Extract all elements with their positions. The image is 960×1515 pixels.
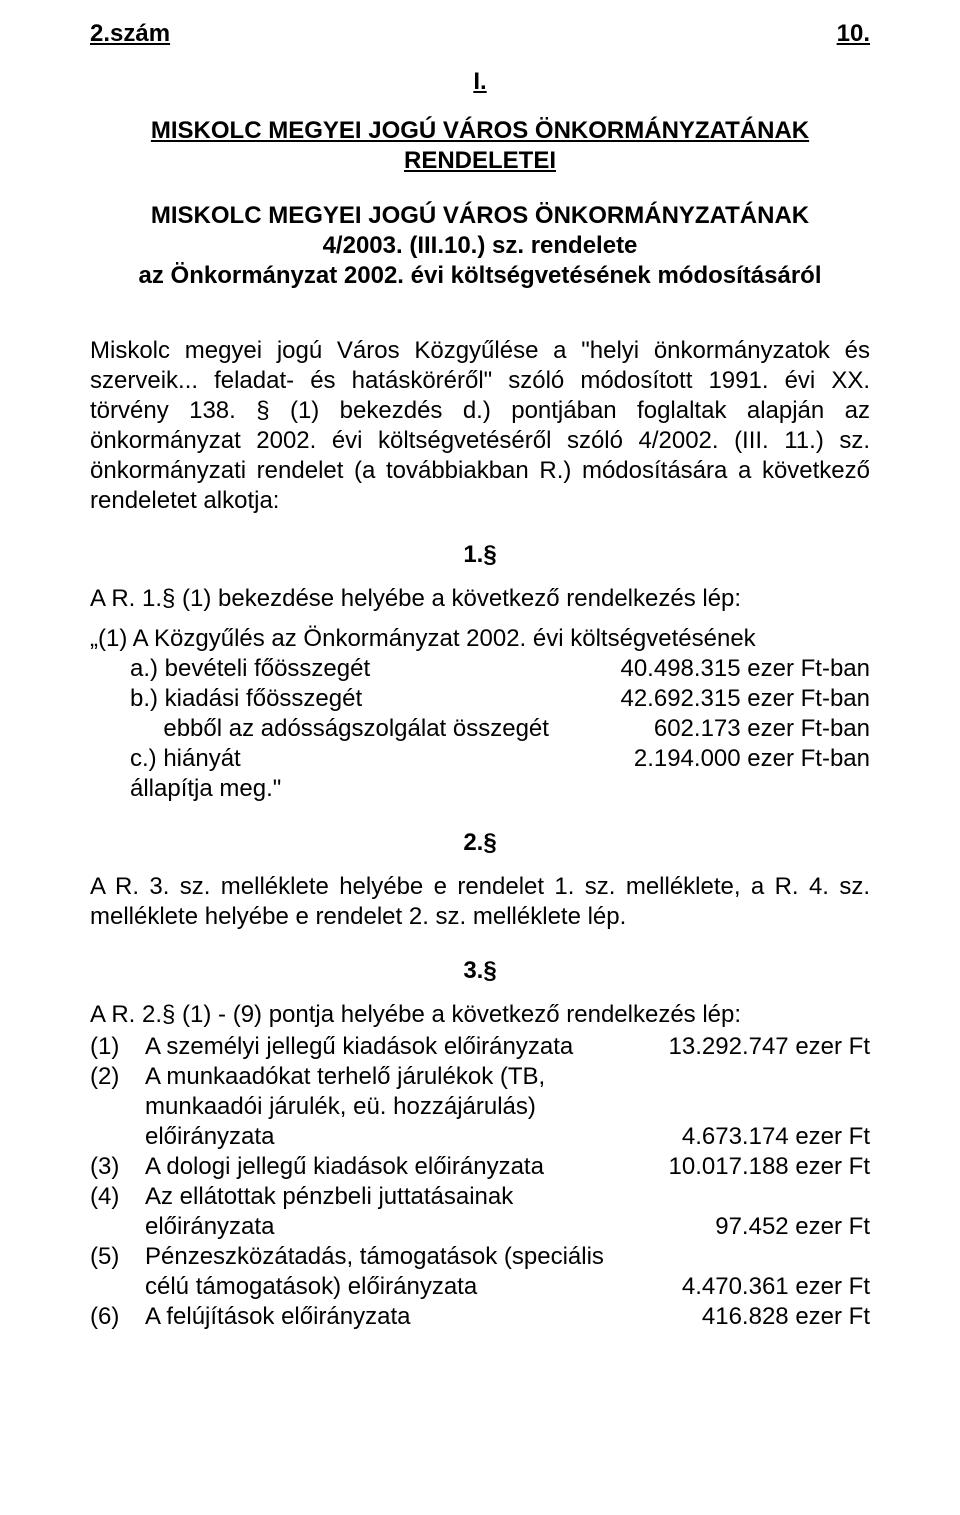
appropriation-value: 416.828 ezer Ft bbox=[702, 1302, 870, 1332]
section-2-text: A R. 3. sz. melléklete helyébe e rendele… bbox=[90, 872, 870, 932]
appropriation-label-cont: előirányzata bbox=[145, 1212, 284, 1242]
section-3-intro: A R. 2.§ (1) - (9) pontja helyébe a köve… bbox=[90, 1000, 870, 1030]
subtitle: MISKOLC MEGYEI JOGÚ VÁROS ÖNKORMÁNYZATÁN… bbox=[90, 201, 870, 291]
appropriation-label-cont: munkaadói járulék, eü. hozzájárulás) bbox=[145, 1092, 870, 1122]
section-roman-number: I. bbox=[90, 68, 870, 96]
header-issue-number: 2.szám bbox=[90, 20, 170, 48]
subtitle-line3: az Önkormányzat 2002. évi költségvetésén… bbox=[90, 261, 870, 291]
appropriation-value: 13.292.747 ezer Ft bbox=[669, 1032, 870, 1062]
appropriation-row: (4) Az ellátottak pénzbeli juttatásainak… bbox=[90, 1182, 870, 1242]
budget-label: c.) hiányát bbox=[130, 744, 241, 774]
budget-label: ebből az adósságszolgálat összegét bbox=[130, 714, 549, 744]
document-page: 2.szám 10. I. MISKOLC MEGYEI JOGÚ VÁROS … bbox=[0, 0, 960, 1515]
budget-label: a.) bevételi főösszegét bbox=[130, 654, 370, 684]
budget-label: b.) kiadási főösszegét bbox=[130, 684, 362, 714]
appropriation-label: Pénzeszközátadás, támogatások (speciális bbox=[145, 1242, 870, 1272]
appropriation-value: 97.452 ezer Ft bbox=[715, 1212, 870, 1242]
appropriation-num: (5) bbox=[90, 1242, 145, 1302]
appropriation-num: (6) bbox=[90, 1302, 145, 1332]
main-title: MISKOLC MEGYEI JOGÚ VÁROS ÖNKORMÁNYZATÁN… bbox=[90, 116, 870, 176]
appropriation-num: (3) bbox=[90, 1152, 145, 1182]
main-title-line2: RENDELETEI bbox=[90, 146, 870, 176]
budget-value: 602.173 ezer Ft-ban bbox=[654, 714, 870, 744]
appropriation-row: (6) A felújítások előirányzata 416.828 e… bbox=[90, 1302, 870, 1332]
main-title-line1: MISKOLC MEGYEI JOGÚ VÁROS ÖNKORMÁNYZATÁN… bbox=[90, 116, 870, 146]
section-1-lead: „(1) A Közgyűlés az Önkormányzat 2002. é… bbox=[90, 624, 870, 654]
appropriation-label: A felújítások előirányzata bbox=[145, 1302, 421, 1332]
section-1-lead-text: „(1) A Közgyűlés az Önkormányzat 2002. é… bbox=[90, 624, 756, 654]
budget-row: c.) hiányát 2.194.000 ezer Ft-ban bbox=[90, 744, 870, 774]
appropriation-label: A munkaadókat terhelő járulékok (TB, bbox=[145, 1062, 870, 1092]
appropriation-label: A személyi jellegű kiadások előirányzata bbox=[145, 1032, 583, 1062]
appropriation-num: (2) bbox=[90, 1062, 145, 1152]
subtitle-line2: 4/2003. (III.10.) sz. rendelete bbox=[90, 231, 870, 261]
appropriation-label-cont2: előirányzata bbox=[145, 1122, 284, 1152]
budget-row: a.) bevételi főösszegét 40.498.315 ezer … bbox=[90, 654, 870, 684]
budget-value: 42.692.315 ezer Ft-ban bbox=[620, 684, 870, 714]
preamble-paragraph: Miskolc megyei jogú Város Közgyűlése a "… bbox=[90, 336, 870, 516]
appropriation-label-cont: célú támogatások) előirányzata bbox=[145, 1272, 487, 1302]
section-1-heading: 1.§ bbox=[90, 541, 870, 569]
header-page-number: 10. bbox=[837, 20, 870, 48]
section-1-intro: A R. 1.§ (1) bekezdése helyébe a követke… bbox=[90, 584, 870, 614]
budget-value: 40.498.315 ezer Ft-ban bbox=[620, 654, 870, 684]
section-2-heading: 2.§ bbox=[90, 829, 870, 857]
appropriation-label: Az ellátottak pénzbeli juttatásainak bbox=[145, 1182, 870, 1212]
appropriation-row: (5) Pénzeszközátadás, támogatások (speci… bbox=[90, 1242, 870, 1302]
appropriation-row: (2) A munkaadókat terhelő járulékok (TB,… bbox=[90, 1062, 870, 1152]
subtitle-line1: MISKOLC MEGYEI JOGÚ VÁROS ÖNKORMÁNYZATÁN… bbox=[90, 201, 870, 231]
budget-value: 2.194.000 ezer Ft-ban bbox=[634, 744, 870, 774]
section-3-heading: 3.§ bbox=[90, 957, 870, 985]
page-header: 2.szám 10. bbox=[90, 20, 870, 48]
appropriation-num: (4) bbox=[90, 1182, 145, 1242]
appropriation-value: 10.017.188 ezer Ft bbox=[669, 1152, 870, 1182]
appropriation-row: (1) A személyi jellegű kiadások előirány… bbox=[90, 1032, 870, 1062]
appropriation-value: 4.470.361 ezer Ft bbox=[682, 1272, 870, 1302]
appropriation-value: 4.673.174 ezer Ft bbox=[682, 1122, 870, 1152]
appropriation-row: (3) A dologi jellegű kiadások előirányza… bbox=[90, 1152, 870, 1182]
budget-row: b.) kiadási főösszegét 42.692.315 ezer F… bbox=[90, 684, 870, 714]
appropriation-num: (1) bbox=[90, 1032, 145, 1062]
appropriation-label: A dologi jellegű kiadások előirányzata bbox=[145, 1152, 554, 1182]
budget-row: ebből az adósságszolgálat összegét 602.1… bbox=[90, 714, 870, 744]
section-1-tail-text: állapítja meg." bbox=[130, 774, 281, 804]
section-1-tail: állapítja meg." bbox=[90, 774, 870, 804]
